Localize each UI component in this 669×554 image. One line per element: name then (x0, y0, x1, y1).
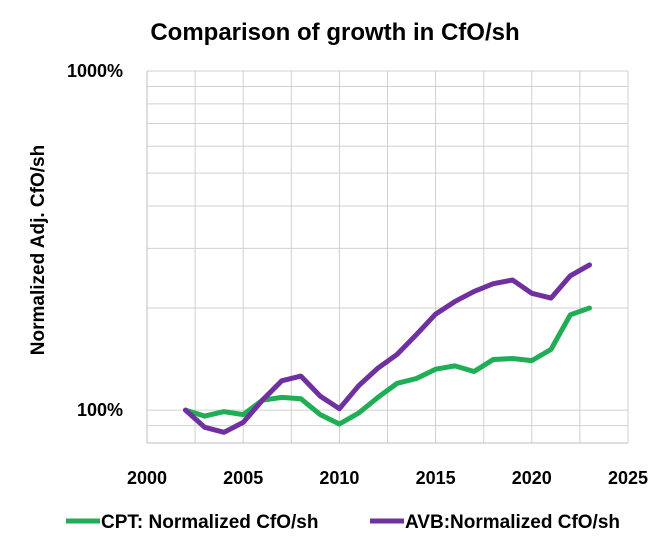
chart-title: Comparison of growth in CfO/sh (150, 19, 519, 46)
x-tick-labels: 2000 2005 2010 2015 2020 2025 (127, 468, 648, 488)
series-line-1 (183, 305, 592, 427)
x-tick-label: 2015 (416, 468, 456, 488)
legend: CPT: Normalized CfO/sh AVB:Normalized CfO… (66, 512, 620, 533)
y-tick-label: 1000% (67, 61, 123, 81)
x-tick-label: 2020 (512, 468, 552, 488)
series-line-2 (183, 262, 592, 435)
x-tick-label: 2025 (608, 468, 648, 488)
y-tick-label: 100% (77, 400, 123, 420)
y-axis-label: Normalized Adj. CfO/sh (28, 145, 49, 355)
series-lines (183, 262, 592, 435)
x-tick-label: 2005 (223, 468, 263, 488)
x-tick-label: 2010 (319, 468, 359, 488)
legend-label-1: CPT: Normalized CfO/sh (101, 512, 318, 533)
x-tick-label: 2000 (127, 468, 167, 488)
legend-label-2: AVB:Normalized CfO/sh (405, 512, 620, 533)
y-tick-labels: 100% 1000% (67, 61, 123, 420)
